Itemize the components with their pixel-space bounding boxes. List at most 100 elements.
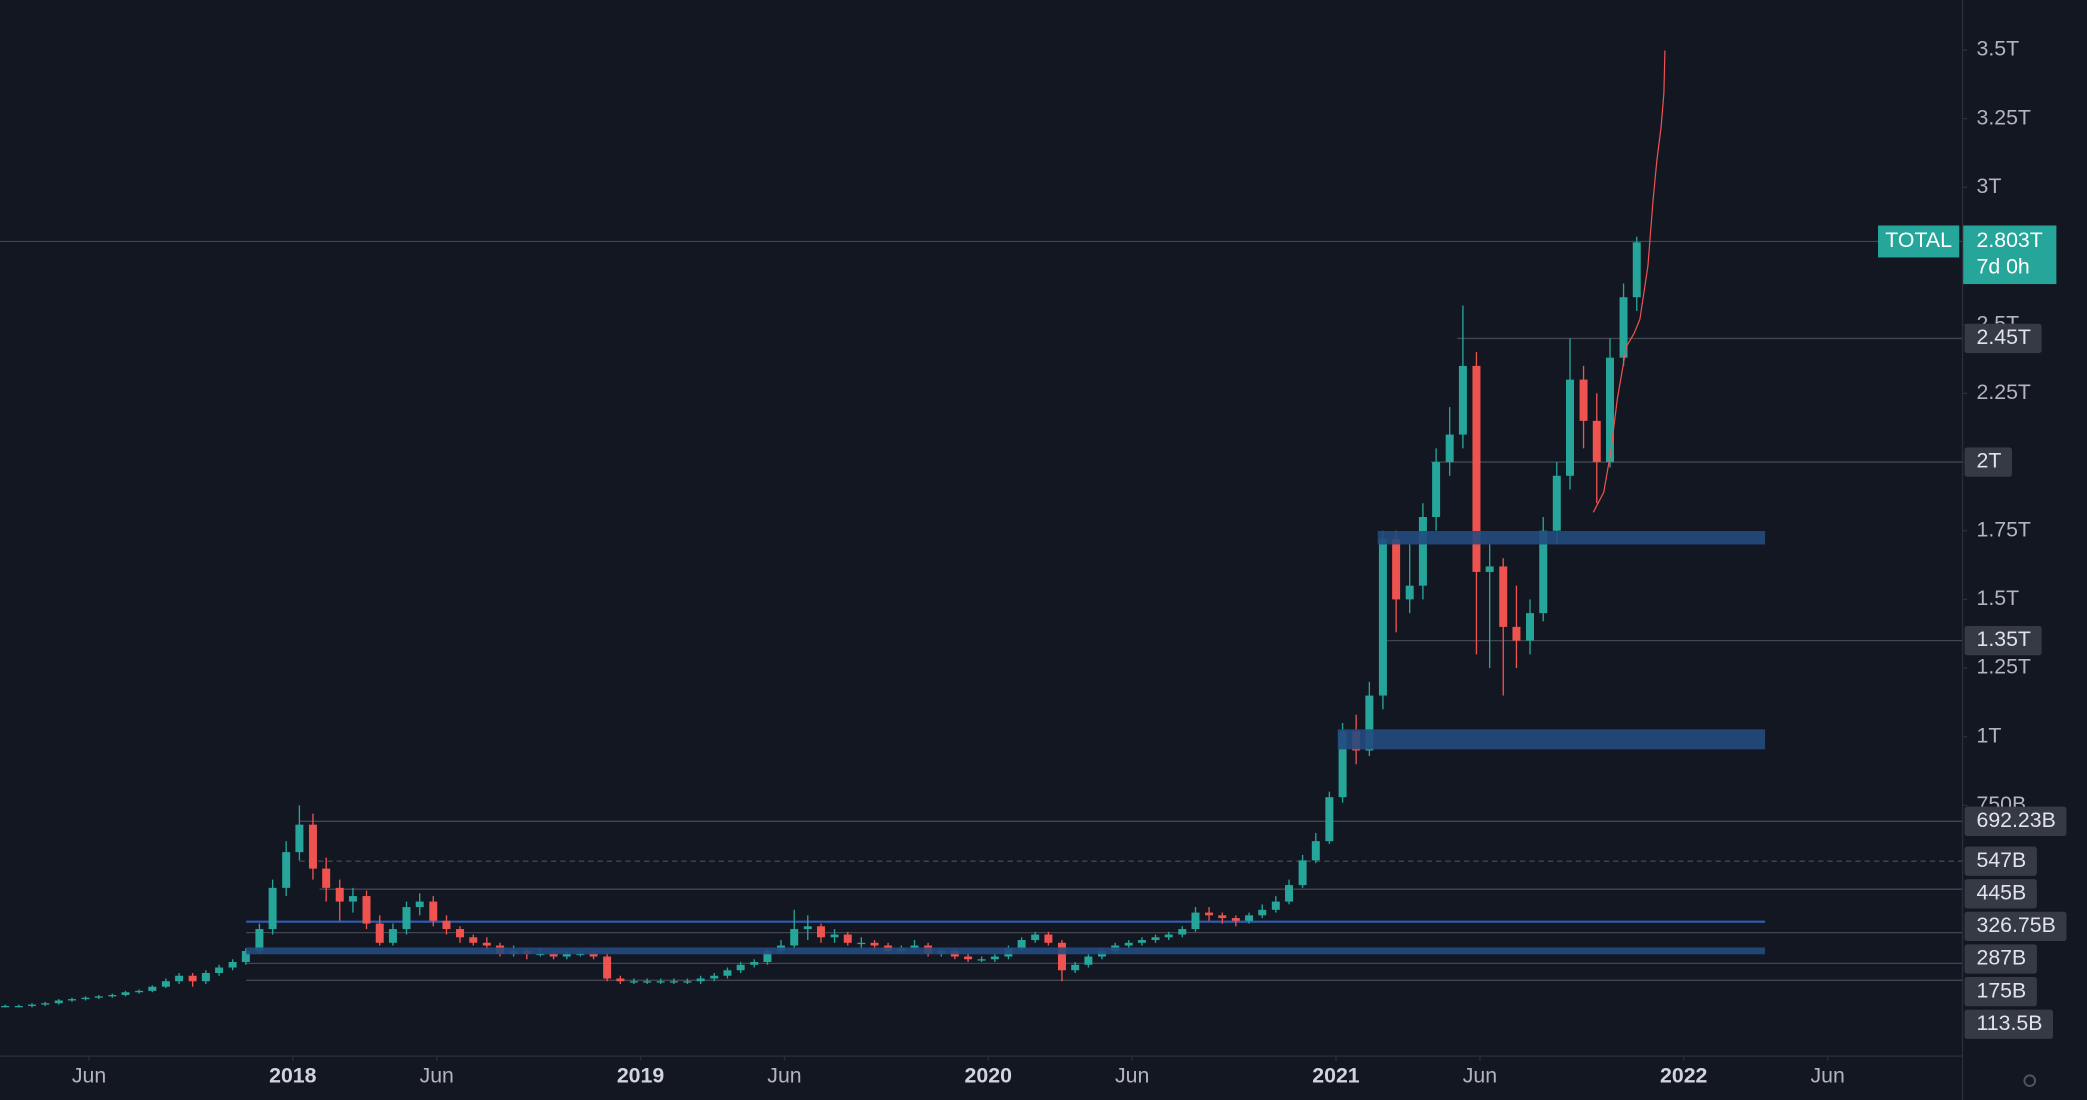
x-tick-label: Jun xyxy=(72,1063,106,1087)
x-tick-label: 2018 xyxy=(269,1063,317,1087)
candle-body xyxy=(1392,538,1401,600)
y-tick-label: 1.25T xyxy=(1977,655,2031,679)
y-tick-label: 1.5T xyxy=(1977,586,2020,610)
candle-body xyxy=(1539,530,1548,614)
price-label-box xyxy=(1964,323,2042,354)
candle-body xyxy=(910,945,919,949)
candle-body xyxy=(201,973,210,982)
candle-body xyxy=(1445,434,1454,463)
price-label: 2T xyxy=(1977,449,2002,473)
price-label-box xyxy=(1964,944,2037,974)
symbol-label-box xyxy=(1878,225,1960,258)
candle-body xyxy=(215,967,224,974)
candle-body xyxy=(549,953,558,957)
symbol-label: TOTAL xyxy=(1885,228,1952,252)
candle-body xyxy=(1311,841,1320,861)
x-tick-label: 2022 xyxy=(1660,1063,1707,1087)
candle-body xyxy=(1526,613,1535,641)
y-tick-label: 3.25T xyxy=(1977,105,2031,129)
candle-body xyxy=(241,951,250,963)
candle-body xyxy=(388,929,397,943)
y-tick-label: 3T xyxy=(1977,174,2002,198)
price-label: 1.35T xyxy=(1977,627,2031,651)
candle-body xyxy=(816,926,825,938)
candle-body xyxy=(1071,964,1080,971)
y-tick-label: 1.75T xyxy=(1977,517,2031,541)
price-label-box xyxy=(1964,911,2067,942)
candle-body xyxy=(696,978,705,982)
candle-body xyxy=(362,896,371,924)
candle-body xyxy=(188,975,197,982)
zone xyxy=(1337,729,1766,750)
candle-body xyxy=(228,962,237,968)
candle-body xyxy=(1512,626,1521,641)
candle-body xyxy=(282,852,291,888)
candle-body xyxy=(1218,915,1227,919)
candle-body xyxy=(375,923,384,943)
candle-body xyxy=(683,981,692,983)
candle-body xyxy=(1178,929,1187,935)
candle-body xyxy=(148,986,157,991)
candle-body xyxy=(295,824,304,853)
candle-body xyxy=(1566,379,1574,476)
candle-body xyxy=(402,907,411,930)
candle-body xyxy=(14,1005,23,1008)
candle-body xyxy=(1499,566,1508,627)
candle-body xyxy=(54,1000,63,1004)
y-tick-label: 3.5T xyxy=(1977,37,2020,61)
candle-body xyxy=(736,964,745,971)
candle-body xyxy=(643,981,652,983)
candle-body xyxy=(94,996,103,998)
candle-body xyxy=(603,956,612,979)
candle-body xyxy=(1057,942,1066,971)
projection-line xyxy=(1592,50,1666,513)
candle-body xyxy=(990,956,999,960)
zone xyxy=(246,947,1766,955)
candle-body xyxy=(1231,918,1240,921)
candle-body xyxy=(1124,942,1133,946)
candle-body xyxy=(1191,912,1200,930)
price-label: 113.5B xyxy=(1977,1011,2043,1035)
candle-body xyxy=(1151,937,1160,941)
candle-body xyxy=(1044,934,1053,943)
candle-body xyxy=(843,934,852,943)
candle-body xyxy=(763,951,772,963)
candle-body xyxy=(1485,566,1494,572)
candle-body xyxy=(1432,462,1441,517)
candle-body xyxy=(803,926,812,930)
candle-body xyxy=(1084,956,1093,965)
price-label: 175B xyxy=(1977,978,2027,1002)
price-label: 2.45T xyxy=(1977,325,2031,349)
settings-icon[interactable] xyxy=(2023,1074,2037,1088)
candle-body xyxy=(1285,885,1294,902)
price-label-box xyxy=(1964,879,2037,909)
candle-body xyxy=(857,942,866,945)
candle-body xyxy=(1164,934,1173,938)
last-price-box xyxy=(1963,225,2057,285)
price-label-box xyxy=(1964,625,2042,656)
candle-body xyxy=(576,953,585,956)
last-price-label: 2.803T xyxy=(1977,228,2043,252)
candle-body xyxy=(870,942,879,946)
candle-body xyxy=(1378,538,1387,696)
candle-body xyxy=(669,981,678,983)
x-tick-label: Jun xyxy=(1463,1063,1497,1087)
candle-body xyxy=(589,953,598,957)
candle-body xyxy=(482,942,491,946)
x-tick-label: Jun xyxy=(1811,1063,1845,1087)
price-label: 547B xyxy=(1977,848,2027,872)
candle-body xyxy=(41,1003,50,1005)
candle-body xyxy=(536,953,545,956)
candle-body xyxy=(1031,934,1040,941)
candle-body xyxy=(830,934,839,938)
candle-body xyxy=(1405,585,1414,600)
candle-body xyxy=(710,975,719,979)
price-label: 287B xyxy=(1977,946,2027,970)
candle-body xyxy=(322,868,331,888)
candle-body xyxy=(67,999,76,1001)
candle-body xyxy=(790,929,799,946)
candle-body xyxy=(348,896,357,902)
candle-body xyxy=(1619,297,1628,358)
